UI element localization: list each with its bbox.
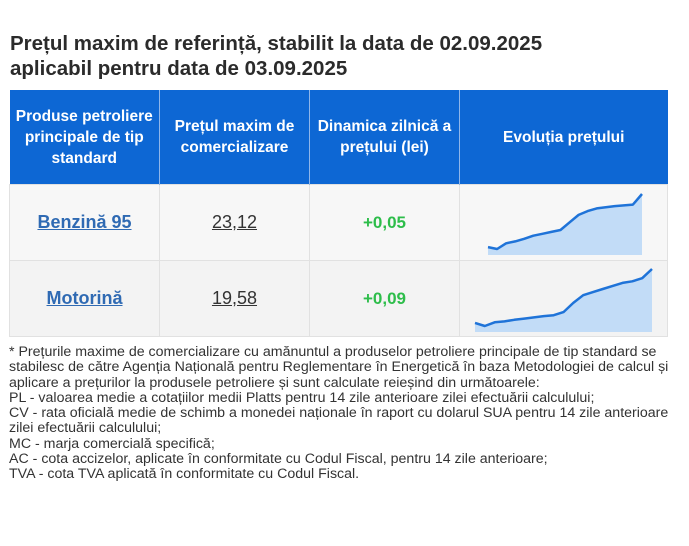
footnotes: * Prețurile maxime de comercializare cu …	[9, 344, 679, 483]
product-cell: Motorină	[9, 260, 160, 337]
title-line-1: Prețul maxim de referință, stabilit la d…	[10, 32, 543, 55]
footnote-mc: MC - marja comercială specifică;	[9, 435, 215, 452]
header-price-evolution: Evoluția prețului	[459, 90, 668, 185]
delta-value-benzina-95: +0,05	[362, 212, 406, 232]
footnote-ac: AC - cota accizelor, aplicate în conform…	[9, 451, 548, 468]
footnote-tva: TVA - cota TVA aplicată în conformitate …	[9, 466, 360, 483]
price-table: Produse petroliere principale de tip sta…	[9, 90, 668, 337]
product-link-benzina-95[interactable]: Benzină 95	[37, 212, 132, 232]
header-max-price: Prețul maxim de comercializare	[159, 90, 310, 185]
footnote-intro: * Prețurile maxime de comercializare cu …	[9, 344, 669, 391]
table-header-row: Produse petroliere principale de tip sta…	[9, 90, 668, 185]
product-cell: Benzină 95	[9, 184, 160, 261]
price-value-benzina-95[interactable]: 23,12	[211, 212, 258, 232]
trend-cell	[459, 260, 668, 337]
sparkline-line	[487, 193, 643, 251]
price-cell: 23,12	[159, 184, 310, 261]
header-products: Produse petroliere principale de tip sta…	[9, 90, 160, 185]
sparkline-area	[475, 269, 652, 332]
delta-cell: +0,05	[309, 184, 460, 261]
footnote-pl: PL - valoarea medie a cotațiilor medii P…	[9, 389, 595, 406]
sparkline-line	[474, 268, 653, 328]
table-row: Motorină 19,58 +0,09	[9, 260, 668, 337]
title-line-2: aplicabil pentru data de 03.09.2025	[10, 57, 348, 80]
price-value-motorina[interactable]: 19,58	[211, 288, 258, 308]
table-row: Benzină 95 23,12 +0,05	[9, 184, 668, 261]
footnote-cv: CV - rata oficială medie de schimb a mon…	[9, 405, 669, 437]
trend-cell	[459, 184, 668, 261]
page-title: Prețul maxim de referință, stabilit la d…	[10, 31, 670, 81]
delta-cell: +0,09	[309, 260, 460, 337]
product-link-motorina[interactable]: Motorină	[46, 288, 123, 308]
sparkline-area	[488, 194, 642, 255]
price-cell: 19,58	[159, 260, 310, 337]
price-trend-sparkline-motorina	[474, 268, 653, 332]
price-trend-sparkline-benzina-95	[487, 193, 643, 255]
delta-value-motorina: +0,09	[362, 288, 406, 308]
header-daily-dynamics: Dinamica zilnică a prețului (lei)	[309, 90, 460, 185]
